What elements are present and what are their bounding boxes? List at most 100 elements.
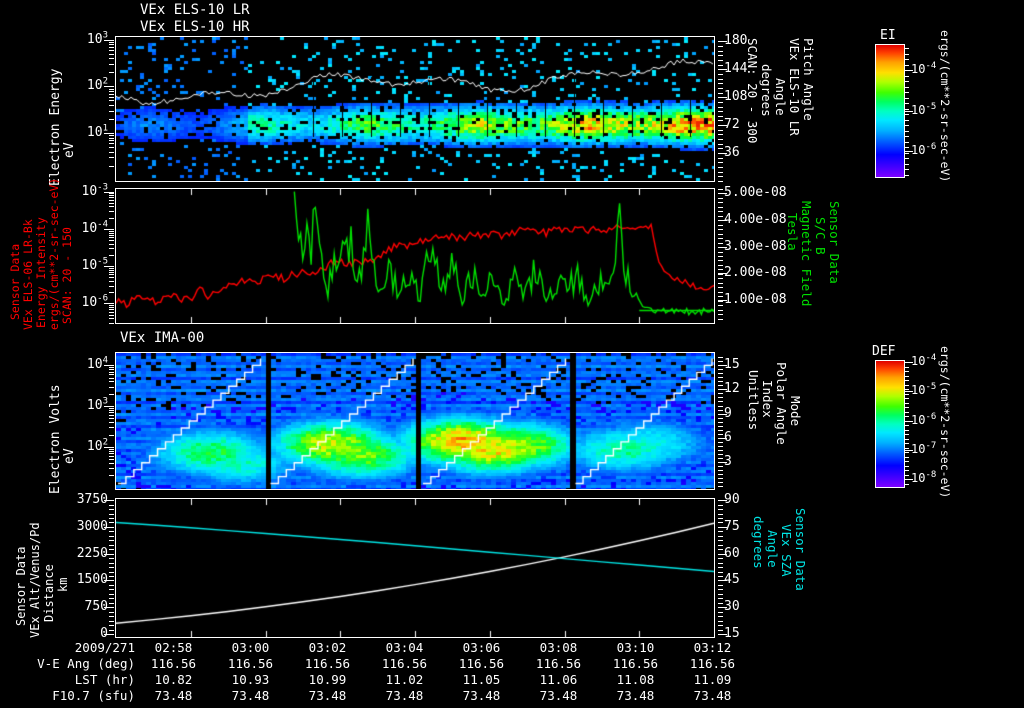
axis-tick-mark (718, 238, 723, 240)
axis-tick-mark (109, 386, 114, 388)
axis-tick-mark (718, 553, 723, 555)
axis-tick-mark (104, 365, 114, 367)
axis-tick-mark (104, 86, 114, 88)
table-row: V-E Ang (deg) 116.56 116.56 116.56 116.56 116… (0, 656, 751, 672)
axis-tick-mark (718, 73, 723, 75)
axis-tick-mark (718, 357, 723, 359)
axis-tick-mark (905, 402, 909, 404)
axis-tick-mark (905, 470, 909, 471)
axis-tick-mark (109, 377, 114, 379)
axis-tick-mark (718, 535, 723, 537)
table-cell: 03:12 (693, 640, 732, 655)
axis-tick-mark (109, 602, 114, 604)
axis-tick-mark (109, 422, 114, 424)
axis-tick-mark (718, 500, 723, 502)
axis-tick-mark (109, 500, 114, 502)
axis-tick-mark (905, 447, 909, 449)
axis-tick-mark (718, 470, 723, 472)
axis-tick-mark (109, 47, 114, 49)
axis-tick-label: 15 (724, 626, 740, 641)
axis-tick-label: 3750 (76, 492, 108, 508)
axis-tick-mark (109, 371, 114, 373)
axis-tick-mark (109, 118, 114, 120)
axis-tick-mark (718, 482, 723, 484)
axis-tick-mark (109, 232, 114, 234)
axis-tick-mark (905, 479, 913, 481)
axis-tick-mark (718, 111, 723, 113)
table-cell: 116.56 (612, 656, 659, 671)
axis-tick-mark (905, 411, 909, 413)
axis-tick-mark (905, 152, 909, 154)
axis-tick-mark (104, 39, 114, 41)
axis-tick-mark (718, 215, 723, 217)
panel4-left-axis-label: Sensor Data VEx Alt/Venus/Pd Distance km (14, 522, 70, 638)
axis-tick-mark (718, 381, 723, 383)
axis-tick-mark (718, 157, 723, 159)
axis-tick-mark (718, 50, 723, 52)
axis-tick-mark (109, 513, 114, 515)
axis-tick-mark (109, 151, 114, 153)
axis-tick-mark (905, 75, 909, 77)
axis-tick-mark (718, 526, 723, 528)
axis-tick-mark (109, 427, 114, 429)
table-cell: 116.56 (150, 656, 197, 671)
axis-tick-mark (109, 318, 114, 320)
axis-tick-mark (718, 584, 723, 586)
table-cell: 116.56 (304, 656, 351, 671)
panel1-right-axis-label: Pitch Angle VEx ELS-10 LR Angle degrees … (745, 38, 816, 144)
axis-tick-mark (109, 140, 114, 142)
axis-tick-mark (109, 455, 114, 457)
axis-tick-mark (905, 389, 909, 390)
axis-tick-mark (718, 202, 723, 204)
axis-tick-mark (109, 607, 114, 609)
axis-tick-mark (905, 434, 909, 435)
table-cell: 73.48 (385, 688, 424, 703)
axis-tick-label: 10-3 (81, 182, 109, 199)
axis-tick-mark (905, 380, 909, 381)
axis-tick-mark (905, 70, 909, 71)
axis-tick-label: 102 (86, 437, 108, 454)
axis-tick-mark (905, 479, 909, 480)
axis-tick-mark (905, 92, 909, 93)
axis-tick-mark (718, 504, 723, 506)
table-cell: 10.82 (154, 672, 193, 687)
table-cell: 11.06 (539, 672, 578, 687)
axis-tick-mark (905, 443, 909, 444)
axis-tick-mark (718, 282, 723, 284)
axis-tick-mark (109, 217, 114, 219)
table-row: 2009/271 02:58 03:00 03:02 03:04 03:06 03:08 03… (0, 640, 751, 656)
axis-tick-label: 72 (724, 117, 740, 133)
axis-tick-mark (109, 409, 114, 411)
table-cell: 73.48 (693, 688, 732, 703)
axis-tick-label: 10-6 (81, 294, 109, 311)
axis-tick-mark (104, 191, 114, 193)
axis-tick-mark (905, 420, 913, 422)
axis-tick-mark (718, 247, 723, 249)
axis-tick-mark (718, 78, 723, 80)
axis-tick-mark (109, 53, 114, 55)
axis-tick-mark (718, 531, 723, 533)
table-cell: 03:10 (616, 640, 655, 655)
axis-tick-mark (718, 101, 723, 103)
axis-tick-mark (718, 162, 723, 164)
table-cell: 116.56 (458, 656, 505, 671)
axis-tick-label: 10-4 (911, 61, 937, 77)
panel4-right-ticks: 90 75 60 45 30 15 (718, 492, 762, 641)
axis-tick-mark (718, 296, 723, 298)
axis-tick-mark (109, 72, 114, 74)
axis-tick-label: 102 (86, 77, 108, 94)
axis-tick-mark (104, 228, 114, 230)
axis-tick-mark (109, 88, 114, 90)
axis-tick-mark (718, 625, 723, 627)
colorbar1-ticks: 10-4 10-5 10-6 (905, 44, 953, 176)
axis-tick-label: 3 (724, 454, 732, 470)
table-row-label: 2009/271 (74, 640, 135, 655)
axis-tick-label: 10-5 (81, 256, 109, 274)
axis-tick-mark (718, 589, 723, 591)
axis-tick-mark (718, 287, 723, 289)
axis-tick-mark (109, 64, 114, 66)
axis-tick-mark (905, 125, 909, 126)
axis-tick-mark (718, 607, 723, 609)
axis-tick-mark (718, 478, 723, 480)
axis-tick-mark (905, 64, 909, 66)
